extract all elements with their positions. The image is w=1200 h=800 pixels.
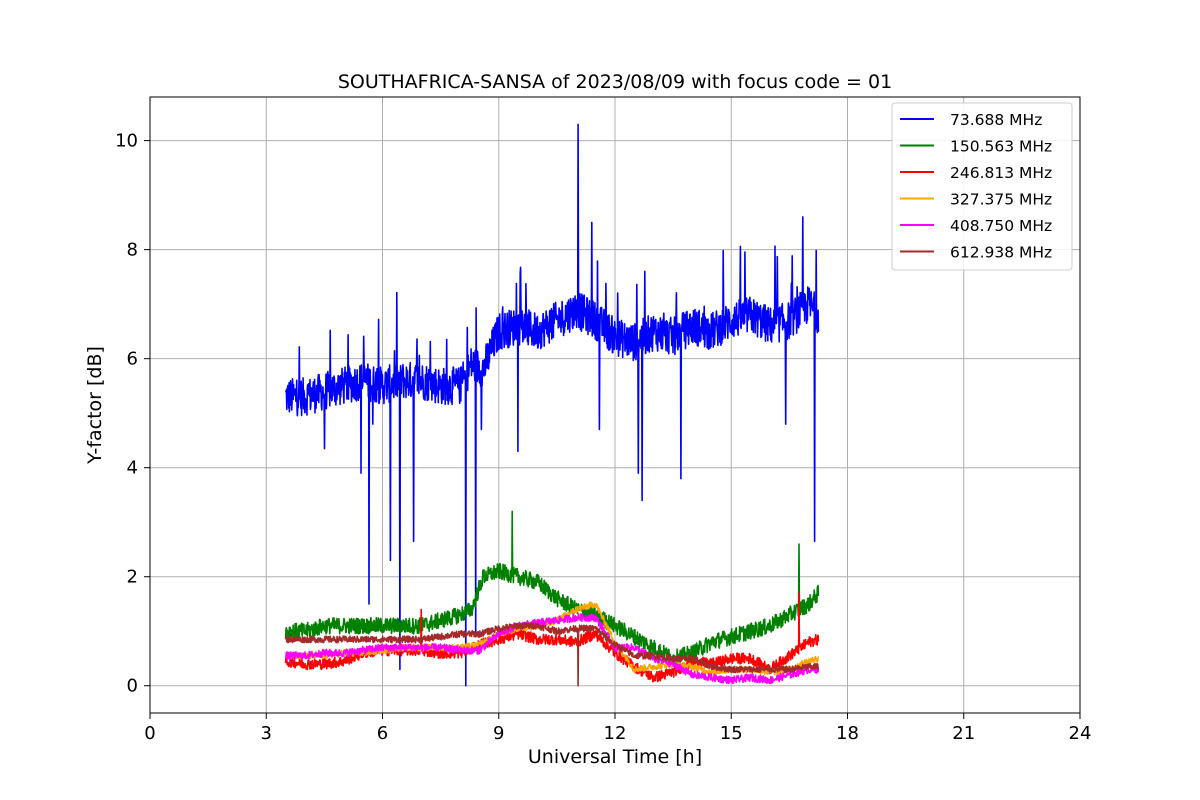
x-tick-label: 12 [604, 723, 627, 744]
y-tick-label: 4 [127, 458, 138, 479]
legend-label: 327.375 MHz [950, 191, 1052, 209]
y-tick-label: 6 [127, 349, 138, 370]
x-tick-label: 21 [952, 723, 975, 744]
series-line-0 [284, 123, 820, 687]
x-tick-label: 0 [144, 723, 155, 744]
x-tick-label: 24 [1069, 723, 1092, 744]
y-tick-label: 2 [127, 567, 138, 588]
series-layer [284, 123, 820, 687]
x-tick-label: 15 [720, 723, 743, 744]
y-tick-label: 10 [115, 131, 138, 152]
x-axis-label: Universal Time [h] [528, 746, 702, 768]
legend-label: 73.688 MHz [950, 111, 1042, 129]
x-tick-label: 3 [261, 723, 272, 744]
x-axis: 0 3 6 9 12 15 18 21 24 [144, 713, 1091, 744]
series-line-5 [284, 621, 820, 687]
chart-title: SOUTHAFRICA-SANSA of 2023/08/09 with foc… [338, 71, 892, 93]
x-tick-label: 18 [836, 723, 859, 744]
x-tick-label: 6 [377, 723, 388, 744]
legend-label: 246.813 MHz [950, 164, 1052, 182]
plot-area [284, 123, 820, 687]
y-tick-label: 0 [127, 676, 138, 697]
y-axis: 0 2 4 6 8 10 [115, 131, 150, 697]
legend: 73.688 MHz 150.563 MHz 246.813 MHz 327.375 … [891, 102, 1073, 271]
legend-box [891, 102, 1073, 271]
y-tick-label: 8 [127, 240, 138, 261]
legend-label: 408.750 MHz [950, 217, 1052, 235]
y-axis-label: Y-factor [dB] [84, 346, 106, 465]
series-line-4 [285, 613, 820, 685]
legend-label: 150.563 MHz [950, 138, 1052, 156]
series-line-1 [284, 510, 820, 667]
x-tick-label: 9 [493, 723, 504, 744]
legend-label: 612.938 MHz [950, 244, 1052, 262]
